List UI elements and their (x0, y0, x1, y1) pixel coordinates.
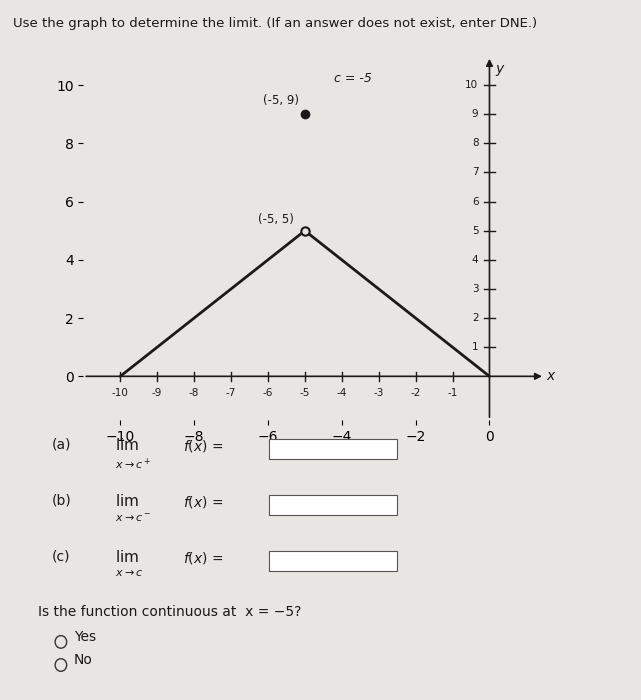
Text: 7: 7 (472, 167, 478, 178)
Text: -8: -8 (189, 388, 199, 398)
Text: 1: 1 (472, 342, 478, 352)
Text: -7: -7 (226, 388, 236, 398)
Text: -9: -9 (152, 388, 162, 398)
Text: $f(x)$ =: $f(x)$ = (183, 438, 223, 454)
Text: 5: 5 (472, 225, 478, 236)
Text: (b): (b) (51, 494, 71, 508)
Text: Use the graph to determine the limit. (If an answer does not exist, enter DNE.): Use the graph to determine the limit. (I… (13, 18, 537, 31)
Text: $x \to c^-$: $x \to c^-$ (115, 512, 152, 524)
Text: $x \to c^+$: $x \to c^+$ (115, 456, 152, 472)
Text: (a): (a) (51, 438, 71, 452)
Text: 2: 2 (472, 313, 478, 323)
Text: -3: -3 (374, 388, 384, 398)
Text: -5: -5 (300, 388, 310, 398)
Text: (-5, 9): (-5, 9) (263, 94, 299, 107)
Text: -6: -6 (263, 388, 273, 398)
Text: 8: 8 (472, 139, 478, 148)
Text: $\lim$: $\lim$ (115, 494, 140, 510)
Text: c = -5: c = -5 (335, 72, 372, 85)
Text: $x \to c$: $x \to c$ (115, 568, 144, 578)
Text: $f(x)$ =: $f(x)$ = (183, 494, 223, 510)
Text: 4: 4 (472, 255, 478, 265)
Text: No: No (74, 653, 92, 667)
Text: (c): (c) (51, 550, 70, 564)
Text: x: x (547, 370, 555, 384)
Text: (-5, 5): (-5, 5) (258, 214, 294, 226)
Text: -2: -2 (410, 388, 420, 398)
Text: 10: 10 (465, 80, 478, 90)
Text: -4: -4 (337, 388, 347, 398)
Text: Is the function continuous at  x = −5?: Is the function continuous at x = −5? (38, 606, 302, 620)
Text: Yes: Yes (74, 630, 96, 644)
Text: 6: 6 (472, 197, 478, 206)
Text: y: y (495, 62, 503, 76)
Text: $\lim$: $\lim$ (115, 550, 140, 566)
Text: -10: -10 (112, 388, 129, 398)
Text: 9: 9 (472, 109, 478, 119)
Text: $\lim$: $\lim$ (115, 438, 140, 454)
Text: 3: 3 (472, 284, 478, 294)
Text: -1: -1 (447, 388, 458, 398)
Text: $f(x)$ =: $f(x)$ = (183, 550, 223, 566)
